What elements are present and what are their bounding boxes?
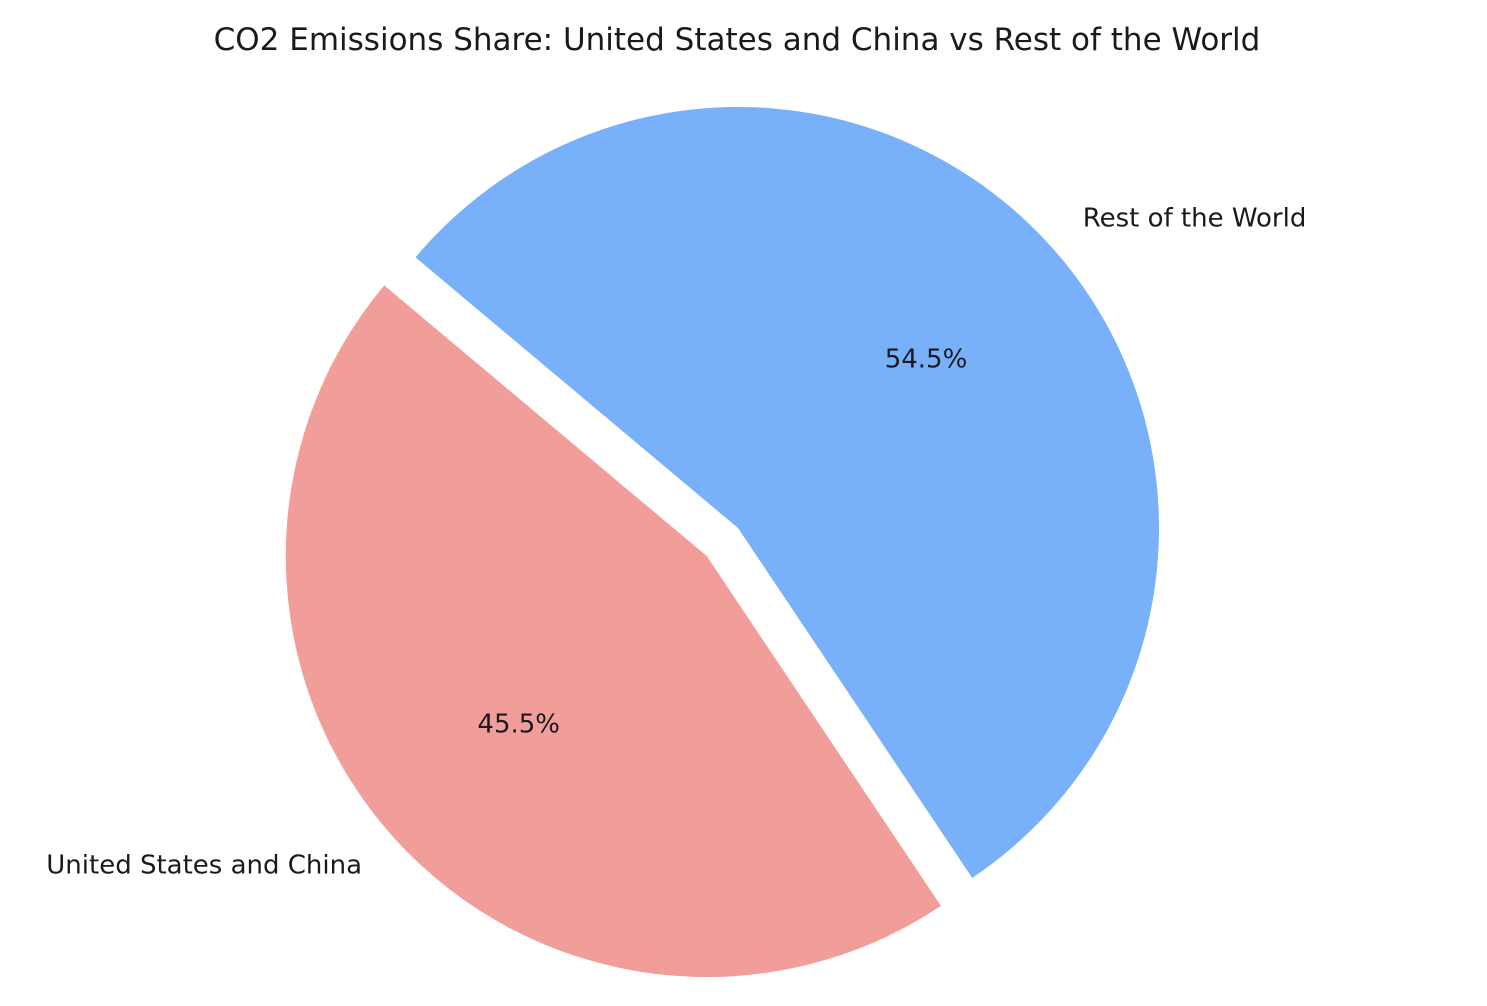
- pie-category-label: United States and China: [46, 850, 362, 880]
- pie-slice-rest-of-the-world: [415, 107, 1159, 878]
- chart-title: CO2 Emissions Share: United States and C…: [214, 22, 1261, 58]
- pie-percent-label: 54.5%: [885, 344, 968, 374]
- pie-percent-label: 45.5%: [477, 710, 560, 740]
- slices-layer: [285, 107, 1159, 978]
- pie-slice-united-states-and-china: [285, 285, 941, 978]
- pie-category-label: Rest of the World: [1083, 204, 1307, 234]
- labels-layer: 45.5% United States and China 54.5% Rest of…: [46, 204, 1306, 881]
